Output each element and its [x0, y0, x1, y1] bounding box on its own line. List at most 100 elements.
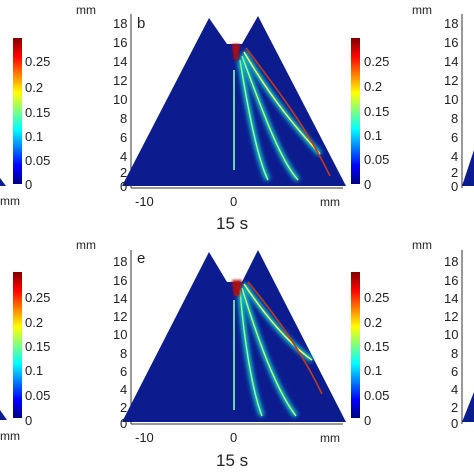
y-tick: 6 [120, 130, 127, 145]
y-tick: 12 [113, 73, 127, 88]
left-cbar-tick: 0.2 [25, 315, 43, 330]
cbar-tick: 0.15 [364, 339, 389, 354]
panel-e: mm e 18 16 14 12 10 8 6 4 2 0 [76, 238, 389, 470]
cbar-tick: 0.1 [364, 363, 382, 378]
x-tick: 0 [230, 194, 237, 209]
panel-e-streak-2-core [241, 287, 297, 417]
y-tick: 6 [120, 364, 127, 379]
cbar-tick: 0.1 [364, 128, 382, 143]
panel-e-caption: 15 s [216, 451, 248, 470]
x-tick: 0 [230, 430, 237, 445]
right-y-tick: 0 [451, 179, 458, 194]
right-y-tick: 10 [444, 92, 458, 107]
y-tick: 0 [120, 416, 127, 431]
panel-b-streak-1-core [239, 59, 269, 181]
left-colorbar-bottom [13, 272, 22, 418]
panel-e-colorbar [351, 272, 360, 418]
cbar-tick: 0.05 [364, 152, 389, 167]
right-domain-sliver [462, 392, 474, 422]
left-cbar-tick: 0.15 [25, 105, 50, 120]
panel-b-y-ticks: 18 16 14 12 10 8 6 4 2 0 [113, 16, 127, 194]
y-tick: 16 [113, 273, 127, 288]
panel-b-colorbar-ticks: 0.25 0.2 0.15 0.1 0.05 0 [364, 54, 389, 192]
left-cbar-tick: 0.2 [25, 80, 43, 95]
y-tick: 14 [113, 54, 127, 69]
cbar-tick: 0 [364, 413, 371, 428]
left-domain-sliver [0, 410, 7, 420]
x-unit: mm [320, 195, 340, 209]
panel-e-y-ticks: 18 16 14 12 10 8 6 4 2 0 [113, 254, 127, 431]
y-tick: 8 [120, 111, 127, 126]
x-tick: -10 [135, 430, 154, 445]
right-partial-panel-bottom: mm 18 16 14 12 10 8 6 4 2 0 [412, 238, 474, 431]
cbar-tick: 0.25 [364, 290, 389, 305]
left-domain-sliver [0, 178, 6, 186]
cbar-tick: 0.05 [364, 388, 389, 403]
y-tick: 0 [120, 179, 127, 194]
y-tick: 2 [120, 400, 127, 415]
panel-b-field [232, 44, 331, 182]
y-tick: 18 [113, 254, 127, 269]
right-y-tick: 8 [451, 111, 458, 126]
left-colorbar-top [13, 38, 22, 184]
right-y-tick: 0 [451, 416, 458, 431]
panel-b-y-unit: mm [76, 3, 96, 17]
left-cbar-tick: 0 [25, 413, 32, 428]
left-cbar-tick: 0.1 [25, 363, 43, 378]
y-tick: 10 [113, 327, 127, 342]
left-cbar-tick: 0 [25, 177, 32, 192]
left-cbar-tick: 0.05 [25, 388, 50, 403]
right-y-unit: mm [412, 3, 432, 17]
right-domain-sliver [462, 150, 474, 186]
x-unit: mm [320, 431, 340, 445]
right-y-tick: 4 [451, 149, 458, 164]
right-y-tick: 14 [444, 291, 458, 306]
right-y-unit: mm [412, 238, 432, 252]
y-tick: 10 [113, 92, 127, 107]
right-y-tick: 4 [451, 382, 458, 397]
y-tick: 2 [120, 165, 127, 180]
left-x-unit: mm [0, 429, 20, 443]
panel-b-streak-2-core [241, 55, 299, 181]
y-tick: 4 [120, 382, 127, 397]
y-tick: 18 [113, 16, 127, 31]
right-y-tick: 18 [444, 254, 458, 269]
left-cbar-tick: 0.15 [25, 339, 50, 354]
right-y-tick: 2 [451, 165, 458, 180]
x-tick: -10 [135, 194, 154, 209]
right-y-tick: 10 [444, 327, 458, 342]
panel-b-caption: 15 s [216, 214, 248, 233]
panel-e-colorbar-ticks: 0.25 0.2 0.15 0.1 0.05 0 [364, 290, 389, 428]
cbar-tick: 0.2 [364, 315, 382, 330]
right-y-tick: 6 [451, 364, 458, 379]
y-tick: 4 [120, 149, 127, 164]
panel-b-letter: b [137, 15, 145, 32]
panel-b: mm b 18 16 14 12 10 8 6 4 [76, 3, 389, 233]
right-y-tick: 12 [444, 73, 458, 88]
right-y-tick: 12 [444, 309, 458, 324]
cbar-tick: 0.15 [364, 104, 389, 119]
right-y-tick: 14 [444, 54, 458, 69]
left-cbar-tick: 0.25 [25, 54, 50, 69]
y-tick: 12 [113, 309, 127, 324]
right-y-tick: 2 [451, 400, 458, 415]
left-partial-panel-top: 0.25 0.2 0.15 0.1 0.05 0 mm [0, 38, 50, 208]
left-cbar-tick: 0.05 [25, 153, 50, 168]
panel-e-tip-hot [232, 280, 242, 296]
left-x-unit: mm [0, 194, 20, 208]
right-y-tick: 6 [451, 130, 458, 145]
y-tick: 14 [113, 291, 127, 306]
cbar-tick: 0.2 [364, 79, 382, 94]
panel-b-streak-3-core [243, 51, 321, 155]
cbar-tick: 0 [364, 177, 371, 192]
y-tick: 8 [120, 346, 127, 361]
panel-b-tip-hot [232, 44, 240, 60]
y-tick: 16 [113, 35, 127, 50]
panel-e-letter: e [137, 250, 145, 267]
panel-b-streak-4 [245, 47, 331, 177]
cbar-tick: 0.25 [364, 54, 389, 69]
right-y-tick: 16 [444, 273, 458, 288]
right-partial-panel-top: mm 18 16 14 12 10 8 6 4 2 0 [412, 3, 474, 194]
panel-e-streak-4 [247, 281, 323, 395]
